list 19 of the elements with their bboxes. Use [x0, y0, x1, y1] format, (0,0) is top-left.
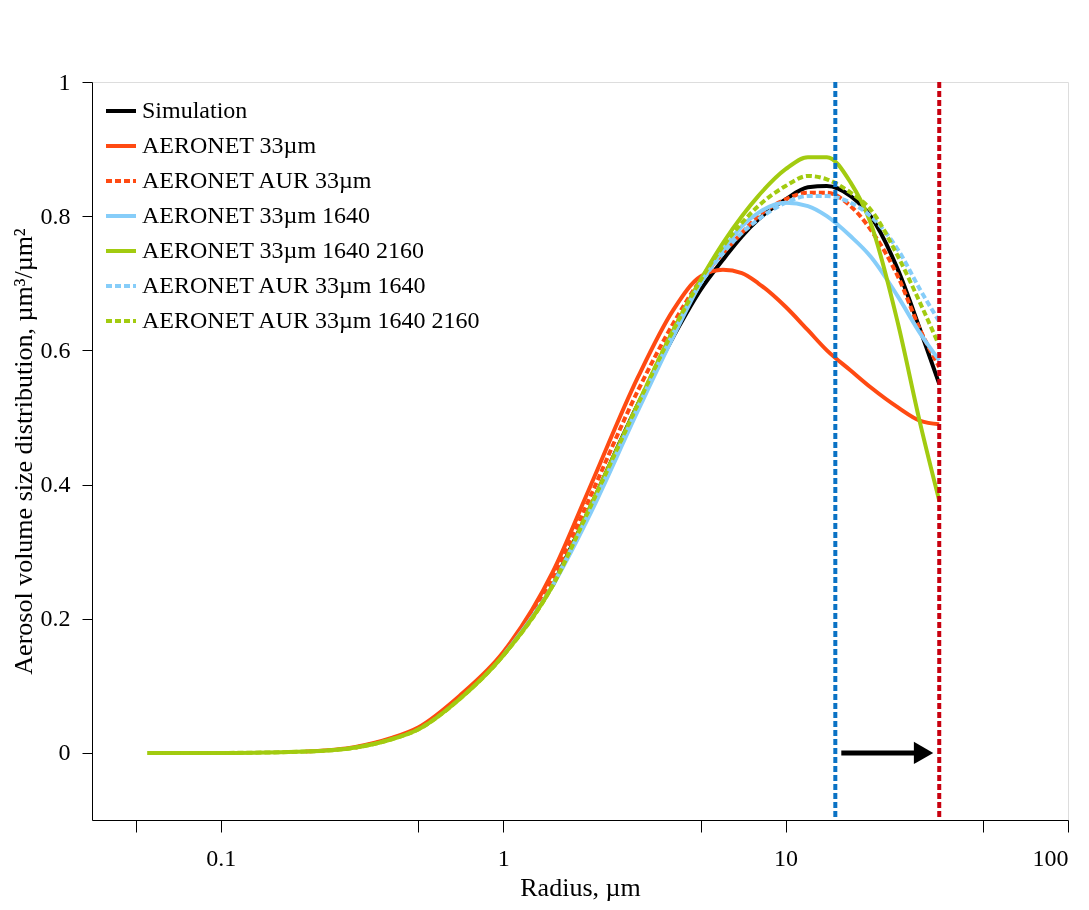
y-tick-label: 0 — [58, 739, 71, 766]
legend-label: Simulation — [142, 97, 248, 123]
x-tick-label: 0.1 — [206, 844, 237, 871]
legend-label: AERONET 33µm — [142, 132, 317, 158]
legend-label: AERONET 33µm 1640 2160 — [142, 237, 425, 263]
y-axis-title: Aerosol volume size distribution, µm³/µm² — [8, 228, 38, 675]
y-tick-label: 0.8 — [40, 202, 71, 229]
x-tick-label: 100 — [1032, 844, 1069, 871]
y-tick-label: 0.2 — [40, 605, 71, 632]
x-tick-label: 1 — [497, 844, 510, 871]
legend-label: AERONET AUR 33µm 1640 2160 — [142, 307, 480, 333]
y-tick-label: 1 — [58, 68, 71, 95]
legend-label: AERONET 33µm 1640 — [142, 202, 371, 228]
x-axis-title: Radius, µm — [520, 872, 641, 902]
y-tick-label: 0.6 — [40, 336, 71, 363]
legend-label: AERONET AUR 33µm 1640 — [142, 272, 426, 298]
y-tick-label: 0.4 — [40, 471, 71, 498]
legend-label: AERONET AUR 33µm — [142, 167, 372, 193]
x-tick-label: 10 — [774, 844, 799, 871]
